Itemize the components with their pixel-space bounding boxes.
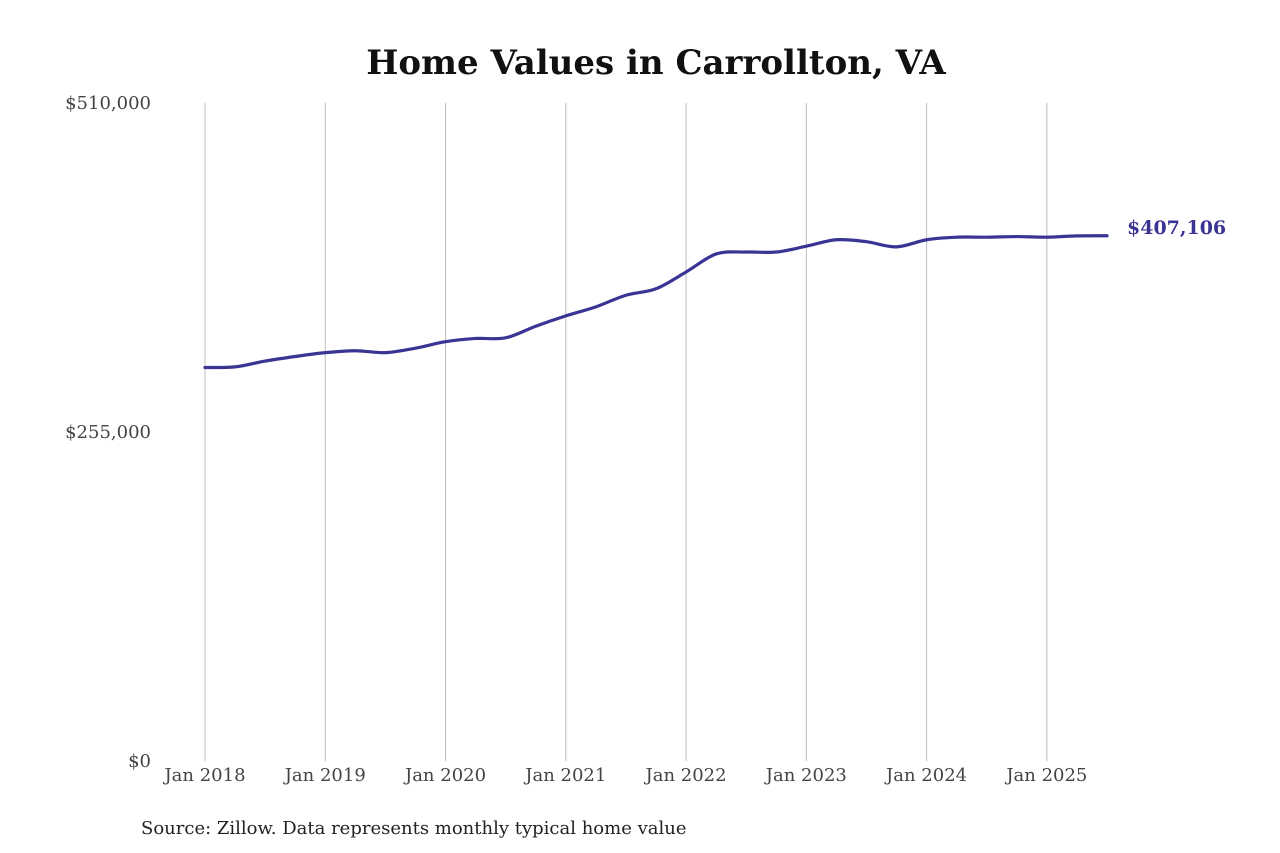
x-tick-label: Jan 2020 [403,765,486,786]
series-layer [203,234,1109,370]
series-line [203,234,1109,370]
x-tick-label: Jan 2021 [523,765,606,786]
grid-lines [204,103,1048,761]
x-tick-label: Jan 2025 [1004,765,1087,786]
x-tick-label: Jan 2023 [764,765,847,786]
end-value-label: $407,106 [1127,217,1226,239]
x-tick-label: Jan 2018 [162,765,245,786]
y-tick-label: $255,000 [65,422,151,443]
chart-title: Home Values in Carrollton, VA [366,43,946,83]
x-tick-label: Jan 2022 [644,765,727,786]
x-tick-label: Jan 2024 [884,765,967,786]
x-tick-label: Jan 2019 [283,765,366,786]
y-axis-ticks: $510,000 $255,000 $0 [65,93,151,772]
y-tick-label: $0 [128,751,151,772]
x-axis-ticks: Jan 2018 Jan 2019 Jan 2020 Jan 2021 Jan 2022… [162,765,1087,786]
source-note: Source: Zillow. Data represents monthly … [141,818,687,839]
y-tick-label: $510,000 [65,93,151,114]
